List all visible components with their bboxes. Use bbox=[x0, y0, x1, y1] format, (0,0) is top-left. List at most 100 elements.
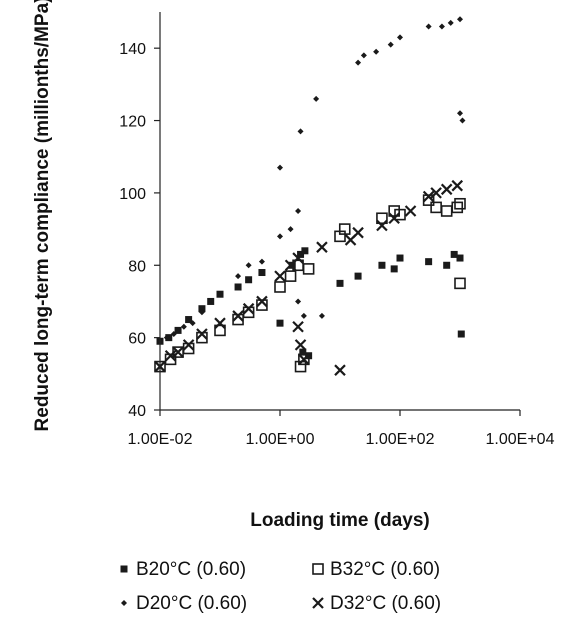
data-point bbox=[387, 41, 394, 48]
data-point bbox=[297, 128, 304, 135]
data-point bbox=[338, 223, 351, 235]
data-point bbox=[198, 309, 205, 316]
x-tick-label: 1.00E+02 bbox=[366, 431, 435, 448]
data-point bbox=[274, 270, 286, 282]
data-point bbox=[451, 201, 464, 214]
x-tick-label: 1.00E+00 bbox=[246, 431, 315, 448]
data-point bbox=[456, 254, 464, 262]
x-axis-title: Loading time (days) bbox=[250, 510, 429, 531]
data-point bbox=[172, 346, 184, 358]
data-point bbox=[277, 233, 283, 240]
data-point bbox=[450, 250, 458, 258]
data-point bbox=[284, 270, 297, 282]
data-point bbox=[174, 326, 182, 334]
legend: B20°C (0.60) B32°C (0.60) D20°C (0.60) D32°… bbox=[120, 559, 441, 614]
legend-marker bbox=[312, 597, 324, 609]
data-point bbox=[198, 305, 206, 313]
data-point bbox=[242, 302, 255, 315]
data-point bbox=[294, 339, 307, 351]
data-point bbox=[457, 330, 465, 338]
data-point bbox=[189, 320, 196, 327]
legend-label: B20°C (0.60) bbox=[136, 559, 246, 580]
data-point bbox=[180, 323, 187, 330]
data-point bbox=[298, 353, 310, 366]
data-point bbox=[163, 334, 170, 341]
data-point bbox=[313, 95, 320, 102]
data-point bbox=[352, 226, 364, 239]
data-point bbox=[360, 52, 367, 59]
y-tick-label: 60 bbox=[128, 331, 146, 348]
legend-label: D20°C (0.60) bbox=[136, 593, 247, 614]
legend-marker bbox=[312, 563, 324, 575]
data-point bbox=[388, 205, 400, 217]
data-point bbox=[355, 59, 362, 66]
data-point bbox=[196, 328, 208, 340]
data-point bbox=[457, 16, 463, 23]
data-point bbox=[217, 291, 223, 298]
data-point bbox=[274, 281, 286, 293]
data-point bbox=[454, 197, 466, 210]
data-point bbox=[318, 312, 325, 319]
data-point bbox=[394, 208, 406, 221]
x-tick-label: 1.00E+04 bbox=[486, 431, 555, 448]
legend-label: D32°C (0.60) bbox=[330, 593, 441, 614]
data-point bbox=[292, 252, 304, 264]
data-point bbox=[404, 205, 417, 217]
data-point bbox=[378, 261, 386, 269]
data-point bbox=[295, 208, 302, 214]
series-4 bbox=[154, 179, 464, 376]
series-3 bbox=[157, 16, 466, 345]
data-point bbox=[447, 19, 454, 26]
plot-area bbox=[154, 16, 466, 376]
data-point bbox=[245, 262, 252, 269]
data-point bbox=[245, 276, 253, 284]
data-point bbox=[235, 273, 242, 280]
data-point bbox=[425, 258, 433, 266]
data-point bbox=[302, 263, 315, 275]
data-point bbox=[459, 117, 466, 124]
data-point bbox=[438, 23, 445, 30]
data-point bbox=[170, 331, 177, 338]
data-point bbox=[288, 261, 296, 269]
data-point bbox=[276, 319, 284, 327]
data-point bbox=[443, 261, 451, 269]
data-point bbox=[182, 339, 195, 351]
legend-label: B32°C (0.60) bbox=[330, 559, 440, 580]
y-tick-label: 140 bbox=[119, 41, 146, 58]
data-point bbox=[277, 164, 283, 171]
data-point bbox=[258, 258, 265, 265]
y-tick-label: 40 bbox=[128, 403, 146, 420]
data-point bbox=[258, 269, 266, 277]
data-point bbox=[376, 219, 388, 232]
data-point bbox=[454, 277, 466, 290]
data-point bbox=[397, 34, 403, 41]
data-point bbox=[440, 205, 453, 217]
data-point bbox=[396, 254, 404, 262]
data-point bbox=[457, 110, 463, 117]
data-point bbox=[440, 183, 453, 196]
y-tick-label: 80 bbox=[128, 258, 146, 275]
data-point bbox=[390, 265, 398, 273]
y-tick-label: 120 bbox=[119, 114, 146, 131]
data-point bbox=[207, 298, 214, 305]
data-point bbox=[287, 226, 294, 233]
data-point bbox=[295, 298, 302, 305]
data-point bbox=[316, 241, 328, 253]
data-point bbox=[430, 201, 442, 214]
data-point bbox=[232, 310, 244, 322]
data-point bbox=[376, 212, 388, 225]
data-point bbox=[164, 349, 177, 362]
series-2 bbox=[154, 194, 466, 373]
data-point bbox=[256, 295, 268, 308]
y-axis: 40 60 80 100 120 140 bbox=[119, 12, 161, 420]
data-point bbox=[373, 48, 380, 55]
data-point bbox=[388, 212, 400, 225]
data-point bbox=[185, 316, 193, 324]
x-tick-label: 1.00E-02 bbox=[128, 431, 193, 448]
data-point bbox=[214, 324, 226, 337]
data-point bbox=[336, 279, 344, 287]
x-axis: 1.00E-02 1.00E+00 1.00E+02 1.00E+04 bbox=[128, 409, 555, 448]
data-point bbox=[299, 348, 307, 356]
y-tick-label: 100 bbox=[119, 186, 146, 203]
